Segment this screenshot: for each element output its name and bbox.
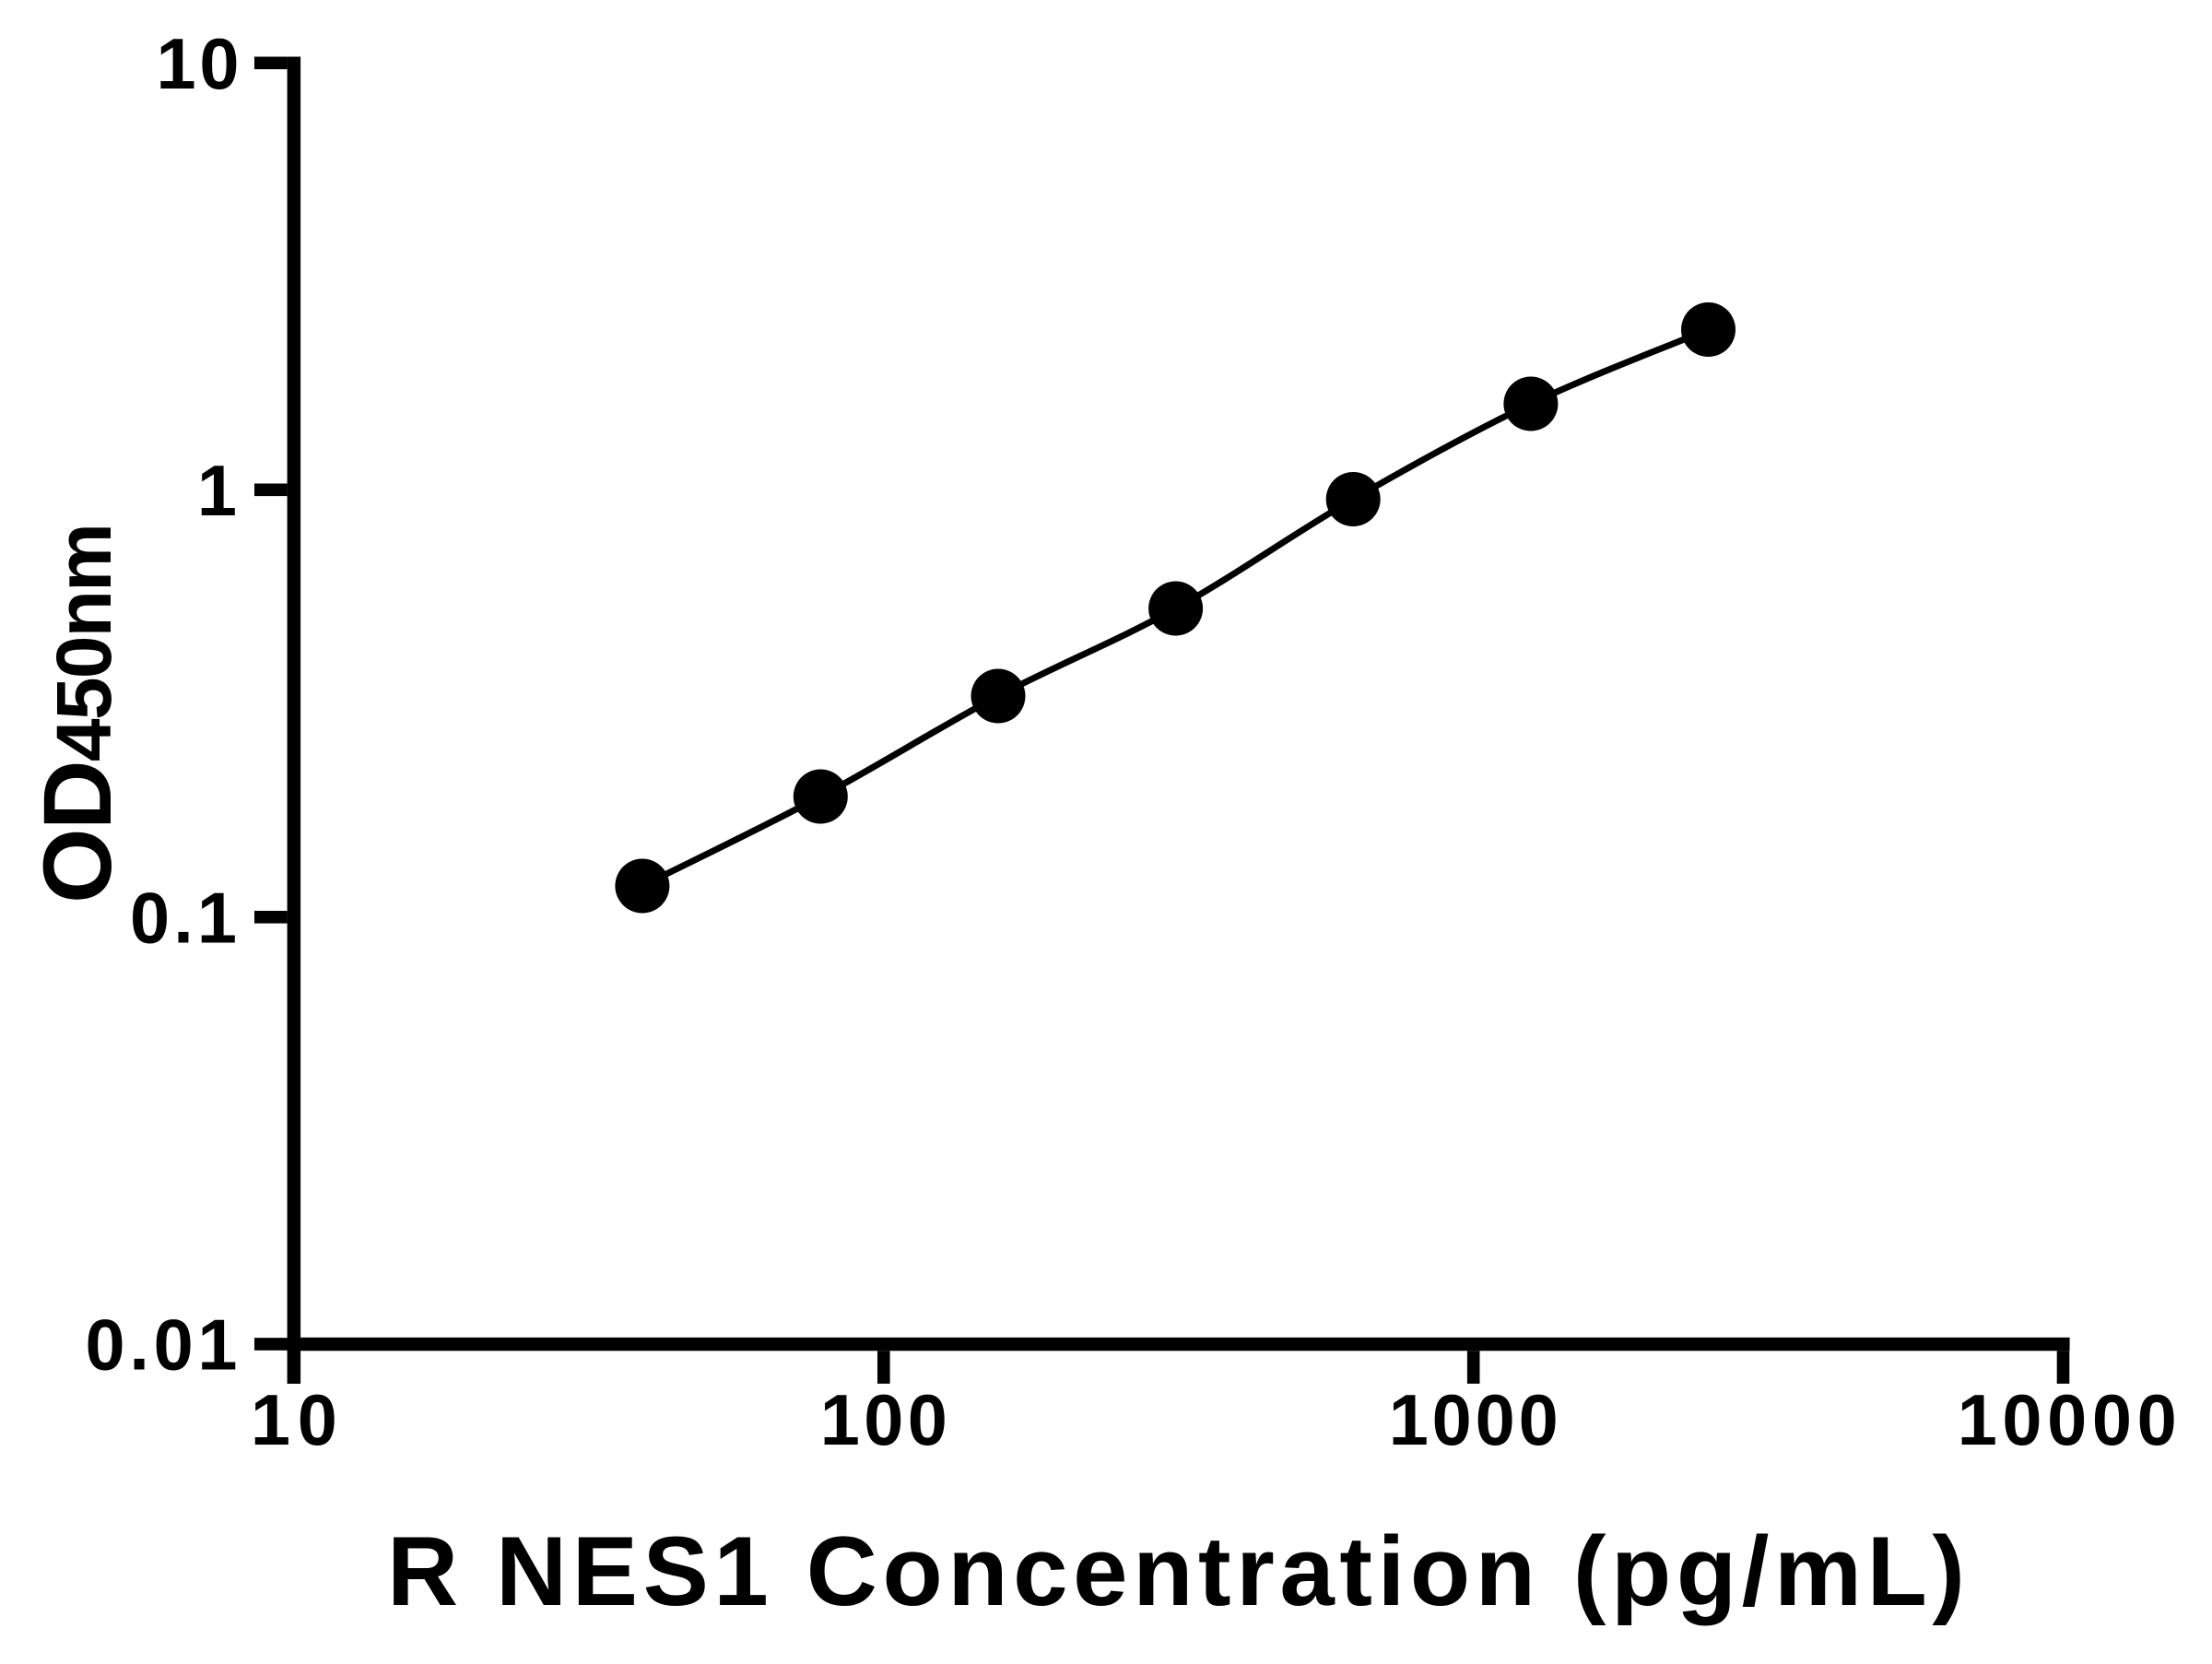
svg-text:0.01: 0.01	[86, 1306, 238, 1386]
svg-text:0.1: 0.1	[130, 879, 237, 958]
svg-text:R NES1 Concentration (pg/mL): R NES1 Concentration (pg/mL)	[387, 1516, 1965, 1626]
svg-text:OD450nm: OD450nm	[24, 525, 132, 903]
svg-text:10000: 10000	[1958, 1381, 2177, 1460]
svg-text:100: 100	[820, 1381, 947, 1460]
svg-text:1: 1	[197, 452, 237, 531]
